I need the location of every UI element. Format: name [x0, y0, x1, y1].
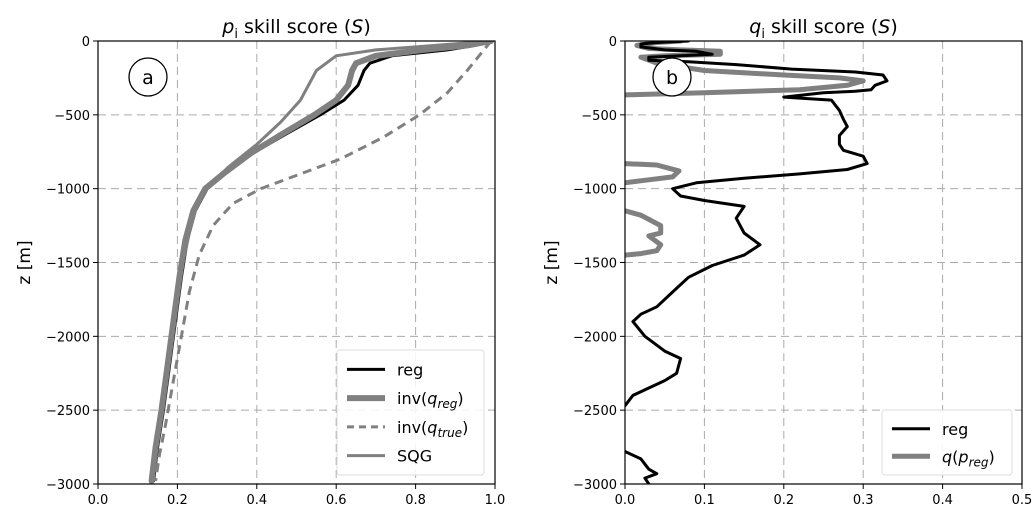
y-tick-label: −500	[54, 109, 90, 124]
y-tick-label: −3000	[46, 478, 90, 493]
y-tick-label: −2000	[573, 330, 617, 345]
x-tick-label: 0.1	[694, 493, 715, 508]
panel-a: 0.0 0.2 0.4 0.6 0.8 1.0 0 −500 −1000 −1500 −2000 −2…	[15, 16, 505, 508]
plot-frame	[624, 40, 1023, 485]
series-line-reg	[625, 450, 659, 484]
series-line-invq-reg	[148, 41, 494, 484]
panel-b: 0.0 0.1 0.2 0.3 0.4 0.5 0 −500 −1000 −1500 −2000 −2…	[542, 16, 1032, 508]
y-tick-label: −1000	[46, 183, 90, 198]
series-line-invq-true	[154, 41, 493, 482]
x-tick-label: 0.0	[615, 493, 636, 508]
y-axis-label: z [m]	[15, 240, 35, 284]
y-tick-label: −2500	[573, 404, 617, 419]
series-line-sqg	[175, 41, 493, 294]
x-tick-label: 1.0	[485, 493, 506, 508]
panel-label: b	[666, 67, 678, 89]
chart-title: pi skill score (S)	[221, 16, 371, 42]
y-tick-label: −1500	[46, 257, 90, 272]
y-tick-label: −1000	[573, 183, 617, 198]
legend-label: inv(qtrue)	[397, 418, 468, 440]
x-tick-label: 0.8	[405, 493, 426, 508]
y-tick-label: −1500	[573, 257, 617, 272]
x-tick-label: 0.4	[246, 493, 267, 508]
series-line-reg	[625, 41, 889, 408]
y-tick-label: −3000	[573, 478, 617, 493]
y-tick-label: −2500	[46, 404, 90, 419]
legend-label: inv(qreg)	[397, 389, 464, 411]
y-tick-label: 0	[82, 35, 90, 50]
series-line-qp-reg	[625, 161, 682, 186]
panel-label-circle	[128, 57, 168, 97]
legend-label: reg	[942, 420, 968, 439]
plot-frame	[97, 40, 496, 485]
x-tick-label: 0.2	[773, 493, 794, 508]
panel-label: a	[142, 67, 154, 89]
legend: reg inv(qreg) inv(qtrue) SQG	[336, 349, 485, 476]
x-tick-label: 0.2	[167, 493, 188, 508]
y-tick-label: −500	[581, 109, 617, 124]
x-tick-label: 0.4	[932, 493, 953, 508]
x-tick-label: 0.0	[88, 493, 109, 508]
y-tick-label: −2000	[46, 330, 90, 345]
legend-label: reg	[397, 360, 423, 379]
chart-title: qi skill score (S)	[749, 16, 898, 42]
legend: reg q(preg)	[881, 409, 1013, 476]
y-tick-label: 0	[609, 35, 617, 50]
panel-label-circle	[652, 57, 692, 97]
legend-label: SQG	[397, 447, 432, 466]
legend-label: q(preg)	[942, 447, 995, 469]
x-tick-label: 0.6	[326, 493, 347, 508]
y-axis-label: z [m]	[542, 240, 562, 284]
series-line-qp-reg	[625, 208, 664, 258]
x-tick-label: 0.5	[1012, 493, 1033, 508]
x-tick-label: 0.3	[853, 493, 874, 508]
